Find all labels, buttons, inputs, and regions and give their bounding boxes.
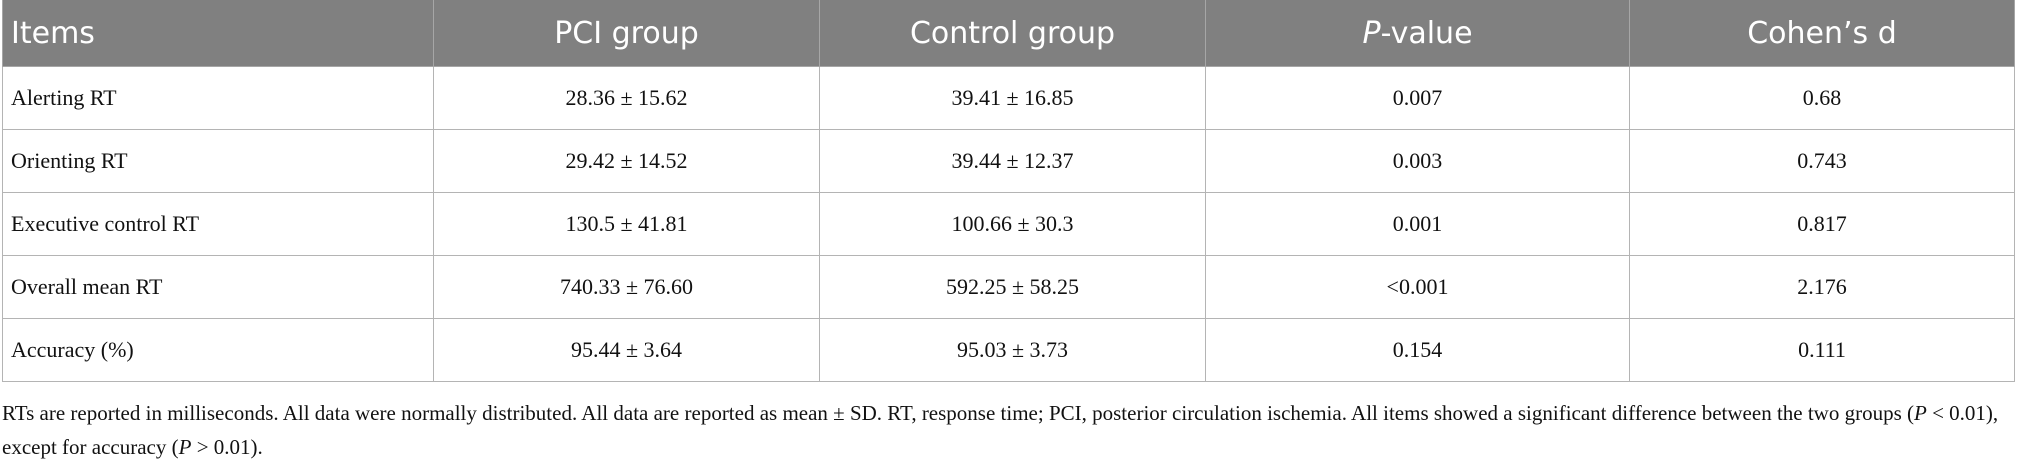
- table-row: Overall mean RT 740.33 ± 76.60 592.25 ± 58…: [2, 255, 2015, 319]
- cell: 95.03 ± 3.73: [819, 318, 1206, 382]
- table-row: Executive control RT 130.5 ± 41.81 100.66 …: [2, 192, 2015, 256]
- cell: 39.44 ± 12.37: [819, 129, 1206, 193]
- cell: <0.001: [1205, 255, 1630, 319]
- table-row: Alerting RT 28.36 ± 15.62 39.41 ± 16.85 0.0…: [2, 66, 2015, 130]
- data-table: Items PCI group Control group P-value Cohen’…: [2, 0, 2015, 382]
- footnote-text: < 0.01), except for accuracy (: [2, 401, 1999, 459]
- cell: 0.817: [1629, 192, 2015, 256]
- cell: 0.154: [1205, 318, 1630, 382]
- cell: 0.743: [1629, 129, 2015, 193]
- cell: 28.36 ± 15.62: [433, 66, 820, 130]
- cell: 592.25 ± 58.25: [819, 255, 1206, 319]
- footnote-italic: P: [178, 435, 192, 459]
- cell: 0.007: [1205, 66, 1630, 130]
- header-cell: Cohen’s d: [1629, 0, 2015, 67]
- footnote-text: RTs are reported in milliseconds. All da…: [2, 401, 1915, 425]
- row-label: Alerting RT: [2, 66, 434, 130]
- table-row: Accuracy (%) 95.44 ± 3.64 95.03 ± 3.73 0.15…: [2, 318, 2015, 382]
- header-italic: P: [1362, 15, 1381, 51]
- row-label: Orienting RT: [2, 129, 434, 193]
- cell: 95.44 ± 3.64: [433, 318, 820, 382]
- header-row: Items PCI group Control group P-value Cohen’…: [2, 0, 2015, 67]
- row-label: Overall mean RT: [2, 255, 434, 319]
- header-cell: Control group: [819, 0, 1206, 67]
- header-text: -value: [1380, 15, 1473, 51]
- cell: 130.5 ± 41.81: [433, 192, 820, 256]
- header-cell: PCI group: [433, 0, 820, 67]
- header-cell: Items: [2, 0, 434, 67]
- footnote-text: > 0.01).: [191, 435, 263, 459]
- cell: 0.001: [1205, 192, 1630, 256]
- cell: 2.176: [1629, 255, 2015, 319]
- cell: 0.003: [1205, 129, 1630, 193]
- footnote-italic: P: [1914, 401, 1927, 425]
- table-row: Orienting RT 29.42 ± 14.52 39.44 ± 12.37 0.…: [2, 129, 2015, 193]
- cell: 29.42 ± 14.52: [433, 129, 820, 193]
- cell: 39.41 ± 16.85: [819, 66, 1206, 130]
- row-label: Executive control RT: [2, 192, 434, 256]
- footnote: RTs are reported in milliseconds. All da…: [2, 396, 2012, 464]
- header-cell: P-value: [1205, 0, 1630, 67]
- cell: 100.66 ± 30.3: [819, 192, 1206, 256]
- row-label: Accuracy (%): [2, 318, 434, 382]
- cell: 0.111: [1629, 318, 2015, 382]
- cell: 740.33 ± 76.60: [433, 255, 820, 319]
- table-body: Alerting RT 28.36 ± 15.62 39.41 ± 16.85 0.0…: [2, 66, 2015, 382]
- cell: 0.68: [1629, 66, 2015, 130]
